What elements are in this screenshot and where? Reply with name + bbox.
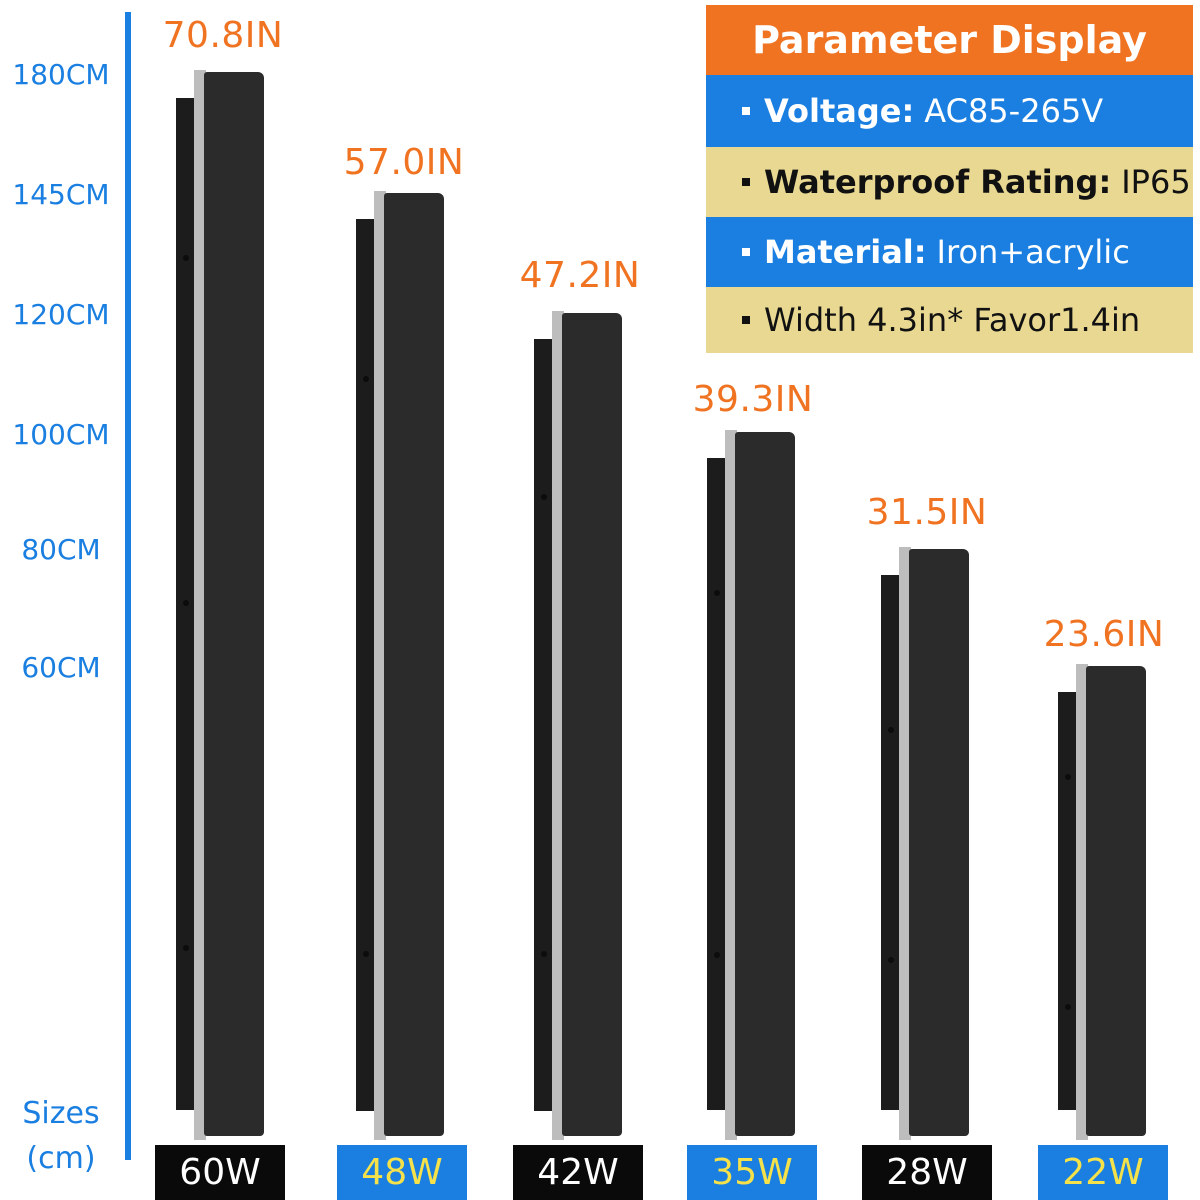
wall-lamp-48w	[356, 191, 446, 1140]
wattage-badge-48w: 48W	[337, 1145, 467, 1200]
axis-tick-80cm: 80CM	[21, 533, 101, 566]
wall-lamp-60w	[176, 70, 266, 1140]
waterproof-key: Waterproof Rating:	[764, 163, 1112, 201]
lamp-length-label: 70.8IN	[162, 15, 284, 56]
voltage-value: AC85-265V	[924, 92, 1104, 130]
sizes-label: Sizes	[22, 1096, 100, 1131]
voltage-row: Voltage: AC85-265V	[706, 75, 1193, 147]
wattage-badge-28w: 28W	[862, 1145, 992, 1200]
wall-lamp-35w	[707, 430, 797, 1140]
axis-tick-60cm: 60CM	[21, 651, 101, 684]
material-value: Iron+acrylic	[936, 233, 1130, 271]
waterproof-value: IP65	[1121, 163, 1191, 201]
size-axis-line	[125, 12, 131, 1160]
wall-lamp-28w	[881, 547, 971, 1140]
axis-tick-180cm: 180CM	[12, 58, 110, 91]
panel-title: Parameter Display	[706, 5, 1193, 75]
wall-lamp-42w	[534, 311, 624, 1140]
wattage-badge-60w: 60W	[155, 1145, 285, 1200]
parameter-panel: Parameter Display Voltage: AC85-265V Wat…	[706, 5, 1193, 353]
bullet-icon	[742, 107, 750, 115]
voltage-key: Voltage:	[764, 92, 915, 130]
sizes-unit-label: (cm)	[26, 1141, 96, 1176]
axis-tick-145cm: 145CM	[12, 178, 110, 211]
lamp-length-label: 31.5IN	[866, 492, 988, 533]
wattage-badge-42w: 42W	[513, 1145, 643, 1200]
bullet-icon	[742, 248, 750, 256]
width-row: Width 4.3in* Favor1.4in	[706, 287, 1193, 353]
bullet-icon	[742, 316, 750, 324]
axis-tick-120cm: 120CM	[12, 298, 110, 331]
lamp-length-label: 39.3IN	[692, 379, 814, 420]
wattage-badge-35w: 35W	[687, 1145, 817, 1200]
waterproof-row: Waterproof Rating: IP65	[706, 147, 1193, 217]
bullet-icon	[742, 178, 750, 186]
lamp-length-label: 47.2IN	[519, 255, 641, 296]
material-key: Material:	[764, 233, 927, 271]
lamp-length-label: 23.6IN	[1043, 614, 1165, 655]
material-row: Material: Iron+acrylic	[706, 217, 1193, 287]
wattage-badge-22w: 22W	[1038, 1145, 1168, 1200]
width-text: Width 4.3in* Favor1.4in	[764, 301, 1141, 339]
wall-lamp-22w	[1058, 664, 1148, 1140]
lamp-length-label: 57.0IN	[343, 142, 465, 183]
axis-tick-100cm: 100CM	[12, 418, 110, 451]
